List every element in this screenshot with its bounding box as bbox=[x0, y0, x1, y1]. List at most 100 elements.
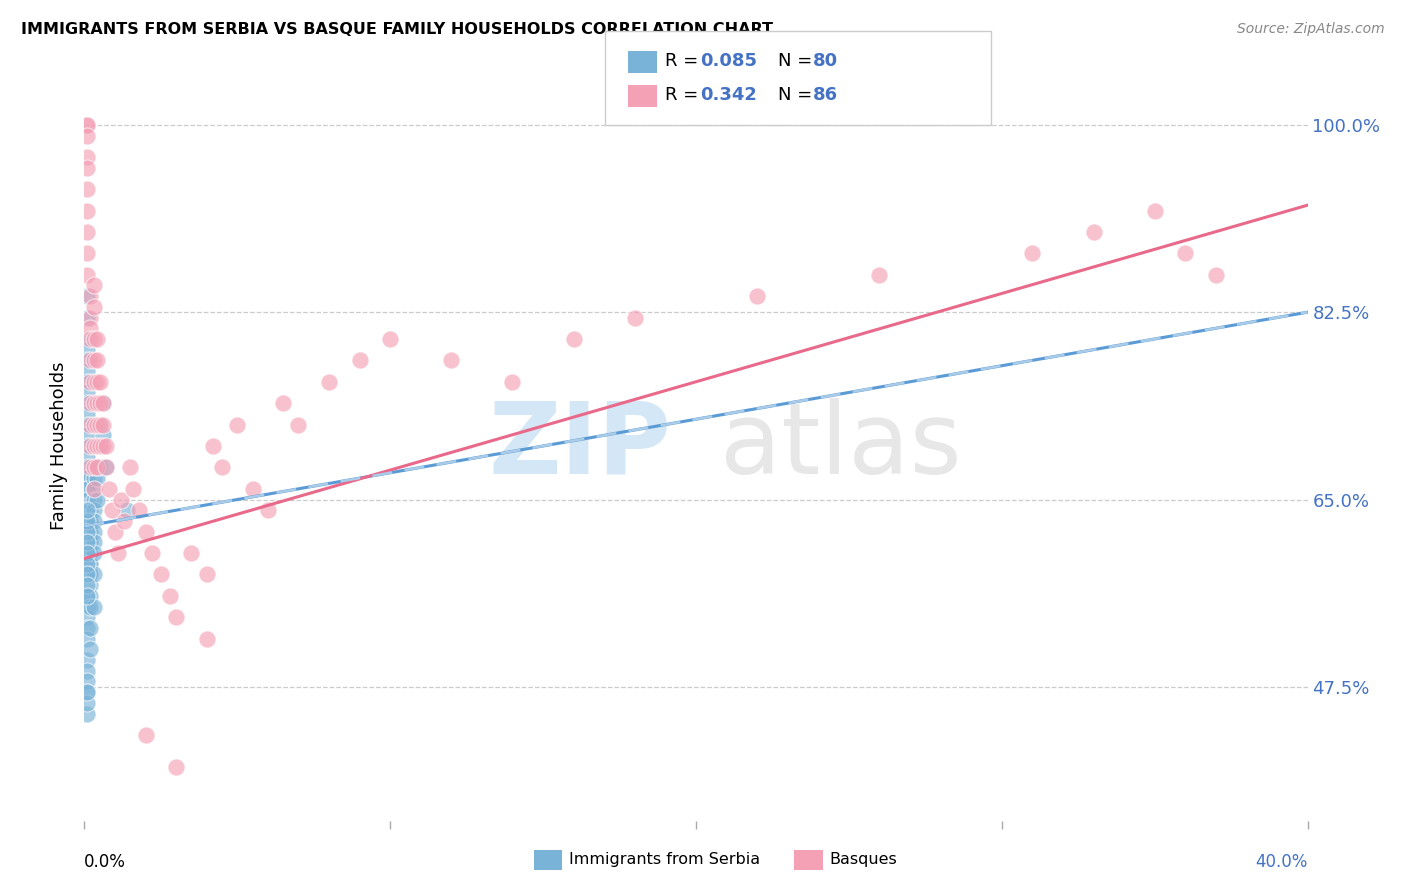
Point bbox=[86, 471, 108, 485]
Point bbox=[1083, 225, 1105, 239]
Point bbox=[79, 353, 101, 368]
Point bbox=[83, 535, 105, 549]
Text: IMMIGRANTS FROM SERBIA VS BASQUE FAMILY HOUSEHOLDS CORRELATION CHART: IMMIGRANTS FROM SERBIA VS BASQUE FAMILY … bbox=[21, 22, 773, 37]
Point bbox=[79, 417, 101, 432]
Point bbox=[79, 567, 101, 582]
Point bbox=[83, 524, 105, 539]
Point bbox=[502, 375, 524, 389]
Text: N =: N = bbox=[778, 52, 817, 70]
Point bbox=[79, 514, 101, 528]
Point bbox=[101, 503, 124, 517]
Point bbox=[440, 353, 463, 368]
Point bbox=[76, 310, 98, 325]
Point bbox=[76, 246, 98, 260]
Point bbox=[76, 182, 98, 196]
Point bbox=[76, 364, 98, 378]
Point bbox=[76, 589, 98, 603]
Point bbox=[120, 460, 142, 475]
Point bbox=[135, 524, 157, 539]
Point bbox=[76, 343, 98, 357]
Point bbox=[76, 674, 98, 689]
Point bbox=[1143, 203, 1166, 218]
Point bbox=[76, 289, 98, 303]
Point bbox=[349, 353, 371, 368]
Point bbox=[76, 524, 98, 539]
Text: ZIP: ZIP bbox=[489, 398, 672, 494]
Point bbox=[83, 417, 105, 432]
Point bbox=[79, 535, 101, 549]
Point bbox=[83, 300, 105, 314]
Point bbox=[89, 439, 111, 453]
Point bbox=[89, 417, 111, 432]
Point bbox=[76, 503, 98, 517]
Text: N =: N = bbox=[778, 87, 817, 104]
Point bbox=[135, 728, 157, 742]
Point bbox=[76, 632, 98, 646]
Point bbox=[159, 589, 181, 603]
Point bbox=[79, 546, 101, 560]
Point bbox=[94, 460, 117, 475]
Point bbox=[83, 546, 105, 560]
Point bbox=[76, 118, 98, 132]
Point bbox=[149, 567, 172, 582]
Point bbox=[76, 557, 98, 571]
Point bbox=[89, 396, 111, 410]
Point bbox=[83, 599, 105, 614]
Point bbox=[76, 407, 98, 421]
Point bbox=[76, 396, 98, 410]
Point bbox=[79, 460, 101, 475]
Point bbox=[76, 203, 98, 218]
Point bbox=[180, 546, 202, 560]
Point bbox=[76, 471, 98, 485]
Point bbox=[287, 417, 309, 432]
Point bbox=[257, 503, 280, 517]
Point bbox=[83, 375, 105, 389]
Point bbox=[91, 417, 114, 432]
Point bbox=[195, 632, 218, 646]
Point bbox=[76, 599, 98, 614]
Point bbox=[86, 460, 108, 475]
Point bbox=[83, 482, 105, 496]
Point bbox=[76, 610, 98, 624]
Point bbox=[122, 482, 145, 496]
Point bbox=[86, 460, 108, 475]
Point bbox=[211, 460, 233, 475]
Text: Immigrants from Serbia: Immigrants from Serbia bbox=[569, 853, 761, 867]
Text: 0.0%: 0.0% bbox=[84, 853, 127, 871]
Point bbox=[76, 428, 98, 442]
Point bbox=[76, 439, 98, 453]
Point bbox=[76, 696, 98, 710]
Text: 40.0%: 40.0% bbox=[1256, 853, 1308, 871]
Point bbox=[76, 471, 98, 485]
Point bbox=[624, 310, 647, 325]
Point bbox=[104, 524, 127, 539]
Point bbox=[201, 439, 224, 453]
Point bbox=[318, 375, 340, 389]
Point bbox=[79, 439, 101, 453]
Point bbox=[115, 503, 138, 517]
Point bbox=[76, 685, 98, 699]
Point bbox=[83, 492, 105, 507]
Point bbox=[79, 289, 101, 303]
Point bbox=[79, 599, 101, 614]
Point bbox=[76, 385, 98, 400]
Text: 0.342: 0.342 bbox=[700, 87, 756, 104]
Text: Source: ZipAtlas.com: Source: ZipAtlas.com bbox=[1237, 22, 1385, 37]
Point bbox=[76, 128, 98, 143]
Point bbox=[86, 417, 108, 432]
Point bbox=[91, 428, 114, 442]
Point bbox=[76, 514, 98, 528]
Point bbox=[83, 471, 105, 485]
Point bbox=[141, 546, 163, 560]
Point bbox=[76, 332, 98, 346]
Point bbox=[83, 278, 105, 293]
Point bbox=[869, 268, 891, 282]
Point bbox=[107, 546, 129, 560]
Point bbox=[91, 439, 114, 453]
Point bbox=[76, 492, 98, 507]
Point bbox=[79, 321, 101, 335]
Point bbox=[79, 524, 101, 539]
Point bbox=[76, 706, 98, 721]
Text: R =: R = bbox=[665, 87, 704, 104]
Point bbox=[91, 396, 114, 410]
